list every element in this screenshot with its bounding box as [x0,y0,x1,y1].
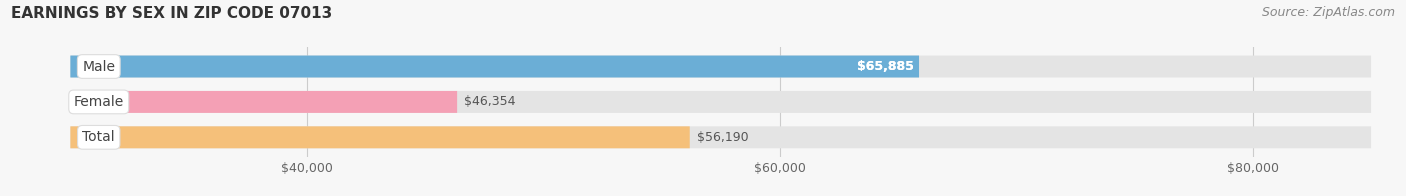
Text: $65,885: $65,885 [858,60,914,73]
Text: Source: ZipAtlas.com: Source: ZipAtlas.com [1261,6,1395,19]
FancyBboxPatch shape [70,126,1371,148]
Text: $56,190: $56,190 [697,131,748,144]
Text: EARNINGS BY SEX IN ZIP CODE 07013: EARNINGS BY SEX IN ZIP CODE 07013 [11,6,332,21]
Text: Male: Male [83,60,115,74]
Text: $65,885: $65,885 [858,60,914,73]
Text: Total: Total [83,130,115,144]
FancyBboxPatch shape [70,91,1371,113]
Text: $46,354: $46,354 [464,95,516,108]
FancyBboxPatch shape [70,91,457,113]
FancyBboxPatch shape [70,55,920,77]
Text: Female: Female [73,95,124,109]
FancyBboxPatch shape [70,55,1371,77]
FancyBboxPatch shape [70,126,690,148]
